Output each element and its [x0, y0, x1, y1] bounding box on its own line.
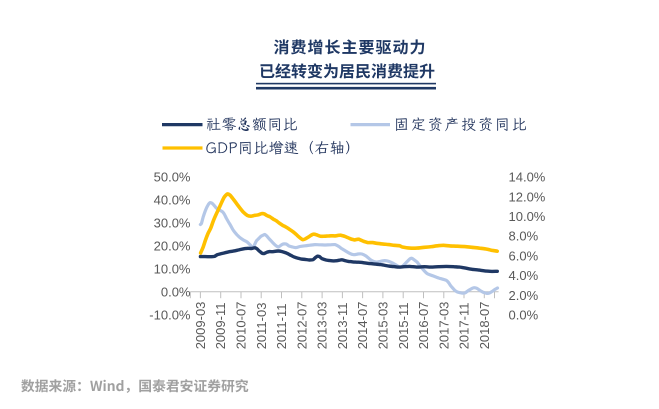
svg-text:12.0%: 12.0%: [509, 189, 546, 204]
svg-text:40.0%: 40.0%: [154, 192, 191, 207]
svg-text:2017-11: 2017-11: [457, 303, 472, 350]
svg-text:4.0%: 4.0%: [509, 268, 539, 283]
svg-text:2010-07: 2010-07: [234, 302, 249, 350]
svg-text:6.0%: 6.0%: [509, 248, 539, 263]
svg-text:2009-11: 2009-11: [213, 303, 228, 350]
svg-text:2016-07: 2016-07: [416, 302, 431, 350]
svg-text:0.0%: 0.0%: [161, 284, 191, 299]
svg-text:-10.0%: -10.0%: [149, 307, 191, 322]
svg-text:8.0%: 8.0%: [509, 229, 539, 244]
svg-text:2017-03: 2017-03: [436, 302, 451, 350]
svg-text:30.0%: 30.0%: [154, 215, 191, 230]
svg-text:2012-07: 2012-07: [294, 302, 309, 350]
svg-text:10.0%: 10.0%: [154, 261, 191, 276]
svg-text:2011-03: 2011-03: [254, 303, 269, 350]
svg-text:2013-11: 2013-11: [335, 303, 350, 350]
svg-text:0.0%: 0.0%: [509, 308, 539, 323]
svg-text:2009-03: 2009-03: [193, 302, 208, 350]
svg-text:2015-03: 2015-03: [376, 302, 391, 350]
svg-text:10.0%: 10.0%: [509, 209, 546, 224]
svg-text:14.0%: 14.0%: [509, 170, 546, 185]
svg-text:2015-11: 2015-11: [396, 303, 411, 350]
svg-text:50.0%: 50.0%: [154, 169, 191, 184]
svg-text:2018-07: 2018-07: [477, 302, 492, 350]
svg-text:2011-11: 2011-11: [274, 304, 289, 350]
svg-text:2.0%: 2.0%: [509, 288, 539, 303]
svg-text:2013-03: 2013-03: [315, 302, 330, 350]
svg-text:2014-07: 2014-07: [355, 302, 370, 350]
svg-text:20.0%: 20.0%: [154, 238, 191, 253]
